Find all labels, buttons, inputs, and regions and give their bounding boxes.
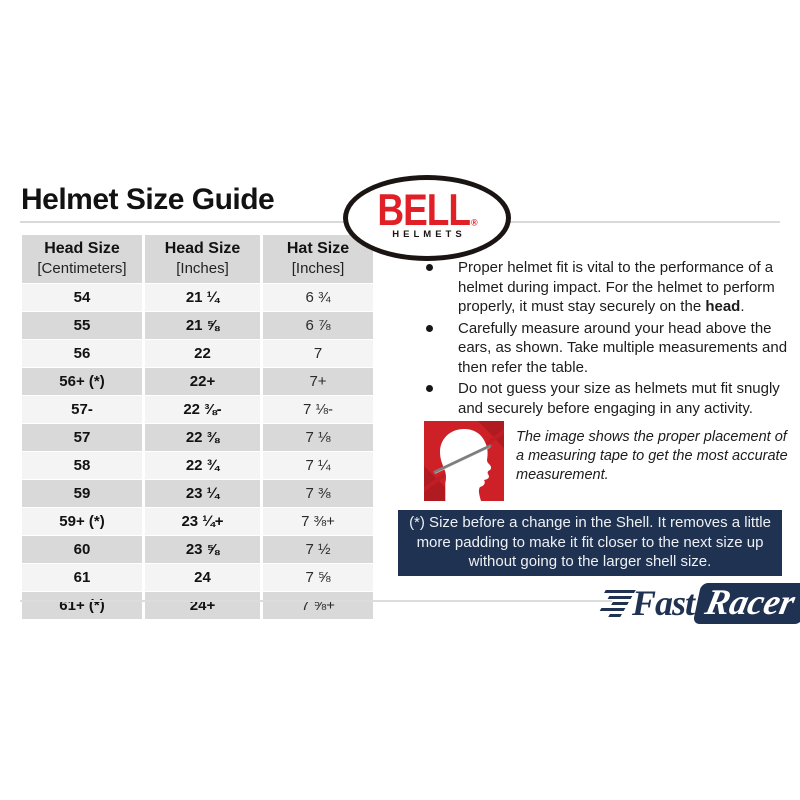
column-header: Hat Size [Inches] bbox=[263, 235, 373, 283]
figure-caption: The image shows the proper placement of … bbox=[516, 429, 788, 483]
shell-size-note: (*) Size before a change in the Shell. I… bbox=[398, 510, 782, 576]
table-cell: 56 bbox=[22, 340, 142, 367]
size-table: Head Size [Centimeters] Head Size [Inches] H… bbox=[19, 234, 376, 620]
table-row: 56+ (*) 22+ 7+ bbox=[22, 368, 373, 395]
table-row: 61 24 7 ⅝ bbox=[22, 564, 373, 591]
bullet-icon bbox=[426, 324, 433, 332]
table-row: 56 22 7 bbox=[22, 340, 373, 367]
registered-trademark-icon: ® bbox=[470, 217, 478, 228]
table-cell: 7 ⅜+ bbox=[263, 508, 373, 535]
table-cell: 57 bbox=[22, 424, 142, 451]
table-cell: 24 bbox=[145, 564, 260, 591]
size-table-header: Head Size [Centimeters] Head Size [Inches] H… bbox=[22, 235, 373, 283]
table-cell: 54 bbox=[22, 284, 142, 311]
table-cell: 60 bbox=[22, 536, 142, 563]
bell-helmets-logo: BELL ® HELMETS bbox=[343, 175, 511, 261]
note-line: more padding to make it fit closer to th… bbox=[416, 533, 764, 551]
racer-wordmark-box: Racer bbox=[692, 581, 800, 624]
table-cell: 7 bbox=[263, 340, 373, 367]
fit-tip-item: Do not guess your size as helmets mut fi… bbox=[420, 379, 788, 418]
table-cell: 22 ⅜ bbox=[145, 424, 260, 451]
table-cell: 7 ⅝+ bbox=[263, 592, 373, 619]
fit-tip-item: Carefully measure around your head above… bbox=[420, 319, 788, 378]
table-cell: 7 ⅜ bbox=[263, 480, 373, 507]
fit-tips-list: Proper helmet fit is vital to the perfor… bbox=[420, 258, 788, 420]
table-cell: 7 ⅛ bbox=[263, 424, 373, 451]
table-cell: 7+ bbox=[263, 368, 373, 395]
table-cell: 21 ¼ bbox=[145, 284, 260, 311]
table-cell: 22 ¾ bbox=[145, 452, 260, 479]
column-header: Head Size [Centimeters] bbox=[22, 235, 142, 283]
table-cell: 22 bbox=[145, 340, 260, 367]
table-cell: 58 bbox=[22, 452, 142, 479]
fit-tip-item: Proper helmet fit is vital to the perfor… bbox=[420, 258, 788, 317]
table-cell: 7 ½ bbox=[263, 536, 373, 563]
bell-brand-text: BELL bbox=[377, 185, 471, 235]
column-header: Head Size [Inches] bbox=[145, 235, 260, 283]
table-cell: 24+ bbox=[145, 592, 260, 619]
table-cell: 23 ¼ bbox=[145, 480, 260, 507]
table-cell: 61+ (*) bbox=[22, 592, 142, 619]
table-cell: 59 bbox=[22, 480, 142, 507]
speed-lines-icon bbox=[590, 589, 636, 617]
table-cell: 59+ (*) bbox=[22, 508, 142, 535]
table-cell: 61 bbox=[22, 564, 142, 591]
table-cell: 7 ¼ bbox=[263, 452, 373, 479]
table-cell: 6 ¾ bbox=[263, 284, 373, 311]
table-row: 59+ (*) 23 ¼+ 7 ⅜+ bbox=[22, 508, 373, 535]
table-row: 57- 22 ⅜- 7 ⅛- bbox=[22, 396, 373, 423]
note-line: without going to the larger shell size. bbox=[468, 553, 712, 570]
table-cell: 22+ bbox=[145, 368, 260, 395]
table-cell: 6 ⅞ bbox=[263, 312, 373, 339]
table-cell: 23 ⅝ bbox=[145, 536, 260, 563]
table-cell: 7 ⅝ bbox=[263, 564, 373, 591]
fastracer-logo: Fast Racer bbox=[598, 582, 800, 624]
fast-wordmark: Fast bbox=[632, 583, 695, 623]
head-measuring-tape-image bbox=[424, 421, 504, 501]
table-cell: 55 bbox=[22, 312, 142, 339]
table-cell: 23 ¼+ bbox=[145, 508, 260, 535]
table-cell: 57- bbox=[22, 396, 142, 423]
table-cell: 7 ⅛- bbox=[263, 396, 373, 423]
bell-helmets-text: HELMETS bbox=[392, 228, 466, 240]
page-title: Helmet Size Guide bbox=[21, 183, 275, 216]
table-cell: 22 ⅜- bbox=[145, 396, 260, 423]
header-row: Head Size [Centimeters] Head Size [Inches] H… bbox=[22, 235, 373, 283]
table-cell: 21 ⅝ bbox=[145, 312, 260, 339]
footer-divider bbox=[20, 600, 612, 602]
bullet-icon bbox=[426, 385, 433, 392]
bullet-icon bbox=[426, 264, 433, 271]
table-cell: 56+ (*) bbox=[22, 368, 142, 395]
table-row: 61+ (*) 24+ 7 ⅝+ bbox=[22, 592, 373, 619]
bell-wordmark: BELL ® bbox=[377, 185, 478, 235]
note-line: (*) Size before a change in the Shell. I… bbox=[409, 514, 771, 531]
racer-wordmark: Racer bbox=[702, 581, 799, 622]
